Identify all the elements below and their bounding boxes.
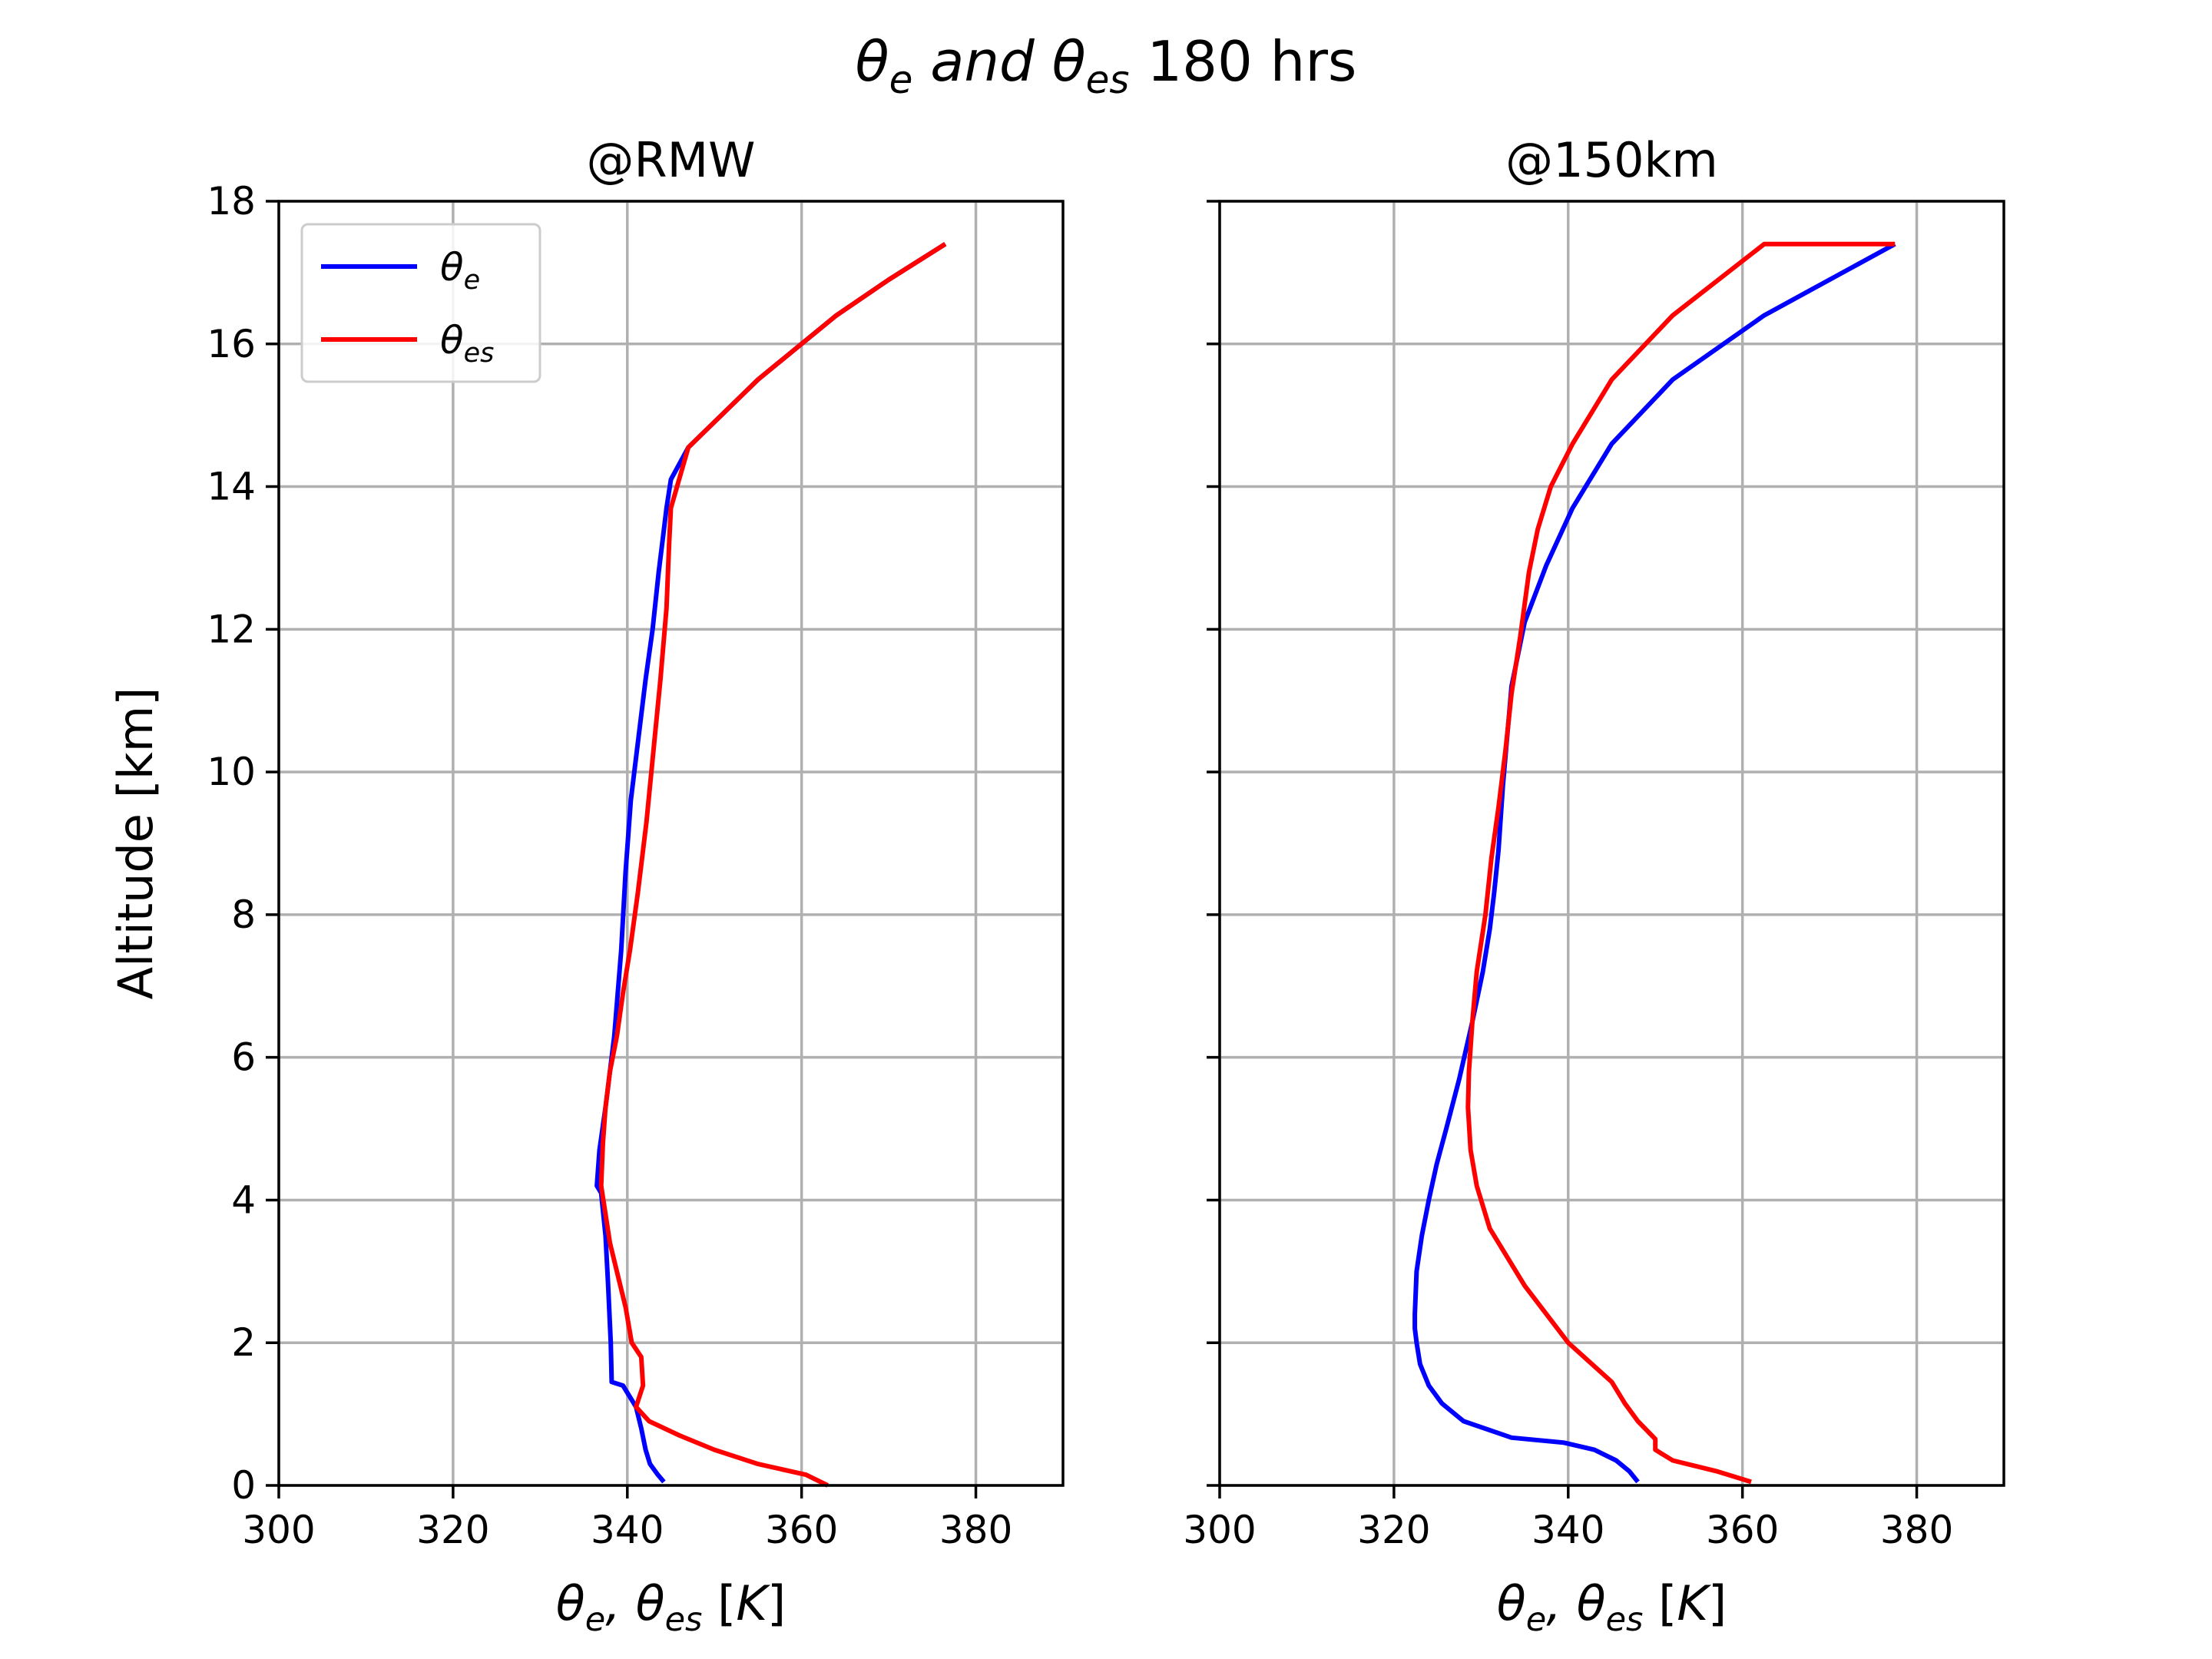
y-tick-label: 8 <box>231 892 256 937</box>
x-tick-label: 380 <box>1880 1508 1953 1552</box>
x-tick-label: 340 <box>591 1508 664 1552</box>
x-axis-label: θe​, θes​ [K] <box>1497 1575 1727 1639</box>
panel-150km: 300 320 340 360 380 @150km θe​, θes​ [K] <box>1183 132 2005 1639</box>
x-axis-label: θe​, θes​ [K] <box>556 1575 786 1639</box>
figure-title: θe​ and θes​ 180 hrs <box>856 29 1357 102</box>
series-line-theta_es <box>598 242 947 1488</box>
y-tick-label: 0 <box>231 1463 256 1508</box>
legend-label: θe​ <box>440 245 480 296</box>
x-tick-label: 300 <box>1183 1508 1256 1552</box>
x-tick-label: 360 <box>765 1508 838 1552</box>
x-tick-label: 320 <box>1357 1508 1430 1552</box>
x-tick-label: 300 <box>242 1508 315 1552</box>
y-tick-label: 4 <box>231 1177 256 1222</box>
axes-frame <box>277 200 1065 1487</box>
axes-frame <box>1218 200 2005 1487</box>
legend-label: θes​ <box>440 318 494 369</box>
y-tick-label: 10 <box>207 750 256 794</box>
subplot-title: @RMW <box>587 132 756 188</box>
series-line-theta_e <box>594 242 947 1484</box>
panel-rmw: 300 320 340 360 380 0 2 4 6 8 10 12 14 16 18 @RMW θe​, θ… <box>108 132 1065 1639</box>
series-line-theta_e <box>1412 242 1896 1484</box>
y-tick-label: 18 <box>207 179 256 224</box>
y-tick-label: 16 <box>207 322 256 366</box>
y-tick-label: 6 <box>231 1035 256 1080</box>
legend-box <box>300 223 541 383</box>
y-axis-label: Altitude [km] <box>108 687 164 1000</box>
x-tick-label: 360 <box>1706 1508 1779 1552</box>
y-tick-label: 14 <box>207 465 256 509</box>
y-tick-label: 12 <box>207 607 256 651</box>
x-tick-label: 320 <box>416 1508 489 1552</box>
legend: θe​ θes​ <box>300 223 541 383</box>
x-tick-label: 380 <box>939 1508 1012 1552</box>
y-tick-label: 2 <box>231 1320 256 1365</box>
subplot-title: @150km <box>1505 132 1718 188</box>
x-tick-label: 340 <box>1532 1508 1604 1552</box>
series-line-theta_es <box>1465 241 1896 1485</box>
